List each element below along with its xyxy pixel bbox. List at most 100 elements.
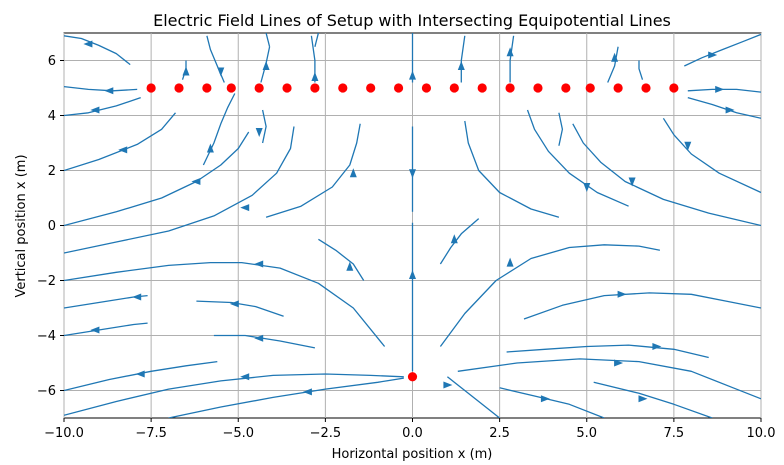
streamline-arrow (506, 47, 514, 57)
streamline (464, 120, 560, 218)
streamline-arrow (254, 260, 264, 268)
streamline-arrow (132, 293, 142, 301)
streamline (607, 46, 619, 83)
streamline (64, 85, 138, 92)
y-tick-label: −4 (37, 329, 56, 344)
streamline-arrow (450, 234, 458, 244)
streamline-arrow (725, 106, 735, 114)
streamline-arrow (302, 388, 312, 396)
y-tick-label: 0 (48, 219, 56, 234)
streamline-arrow (457, 61, 465, 70)
charge-point (505, 83, 515, 93)
streamline-arrow (254, 334, 264, 342)
streamline (314, 33, 320, 47)
streamline-arrow (614, 359, 624, 367)
streamline-arrow (652, 343, 662, 350)
streamline (202, 93, 236, 166)
streamline (457, 358, 761, 400)
streamline-arrow (540, 395, 550, 403)
charge-point (226, 83, 236, 93)
x-tick-label: −7.5 (135, 426, 167, 441)
streamline (509, 35, 515, 83)
charge-point (310, 83, 320, 93)
x-tick-label: 5.0 (576, 426, 597, 441)
streamline-arrow (409, 169, 416, 179)
x-tick-label: −5.0 (222, 426, 254, 441)
streamline (64, 96, 141, 117)
streamline (446, 376, 501, 418)
y-axis-label: Vertical position x (m) (14, 154, 29, 297)
streamline (64, 35, 131, 66)
streamline-arrow (443, 381, 453, 389)
x-axis-ticks: −10.0 −7.5 −5.0 −2.5 0.0 2.5 5.0 7.5 10.0 (44, 418, 775, 441)
streamline (523, 292, 761, 320)
streamline (261, 109, 267, 144)
streamline (526, 109, 629, 207)
charges (146, 83, 679, 382)
streamline-arrow (229, 300, 239, 308)
streamline (572, 123, 761, 227)
streamline (439, 244, 661, 347)
streamline (506, 344, 709, 359)
streamline-arrow (628, 177, 636, 187)
y-tick-label: −6 (37, 384, 56, 399)
streamline (64, 373, 404, 416)
streamline (206, 35, 225, 83)
y-tick-label: 2 (48, 164, 56, 179)
streamline (499, 387, 605, 418)
streamline-arrow (262, 61, 270, 70)
x-tick-label: 7.5 (664, 426, 685, 441)
streamline-arrow (409, 270, 416, 279)
streamline (64, 360, 218, 392)
streamline (662, 117, 761, 194)
charge-point (533, 83, 543, 93)
x-tick-label: −2.5 (310, 426, 342, 441)
streamline-arrow (240, 373, 250, 381)
streamline (64, 112, 176, 172)
streamline-arrow (311, 72, 319, 81)
streamline (593, 381, 713, 418)
x-tick-label: −10.0 (44, 426, 84, 441)
charge-point (407, 372, 418, 382)
streamline (638, 60, 644, 80)
charge-point (421, 83, 432, 93)
streamline-arrow (191, 178, 201, 185)
charge-point (641, 83, 651, 93)
streamline (64, 322, 148, 337)
y-tick-label: 6 (48, 54, 56, 69)
streamline (64, 126, 295, 254)
streamline (318, 238, 365, 281)
streamline (196, 300, 284, 317)
chart-title: Electric Field Lines of Setup with Inter… (153, 11, 671, 30)
streamline-arrow (638, 395, 648, 403)
streamline-arrow (90, 106, 100, 114)
streamline (168, 377, 404, 418)
streamline-arrow (83, 40, 93, 48)
streamline (213, 334, 316, 349)
streamline-arrow (349, 168, 357, 178)
streamline (64, 261, 386, 347)
streamline-arrow (506, 257, 514, 267)
x-tick-label: 0.0 (402, 426, 423, 441)
streamline-arrow (118, 146, 128, 154)
y-axis-ticks: −6 −4 −2 0 2 4 6 (37, 54, 64, 399)
streamline-arrow (206, 143, 214, 153)
streamline (265, 33, 271, 47)
charge-point (669, 83, 679, 93)
charge-point (146, 83, 156, 93)
streamlines (64, 33, 761, 418)
charge-point (477, 83, 487, 93)
streamline-arrow (684, 141, 692, 151)
streamline-arrow (90, 326, 100, 334)
streamline (687, 88, 761, 93)
streamline-arrow (217, 67, 225, 77)
streamline-arrow (182, 66, 190, 76)
x-axis-label: Horizontal position x (m) (332, 447, 493, 462)
streamline (687, 96, 761, 119)
charge-point (366, 83, 376, 93)
charge-point (449, 83, 459, 93)
charge-point (254, 83, 264, 93)
y-tick-label: 4 (48, 109, 56, 124)
streamline-arrow (104, 87, 114, 95)
